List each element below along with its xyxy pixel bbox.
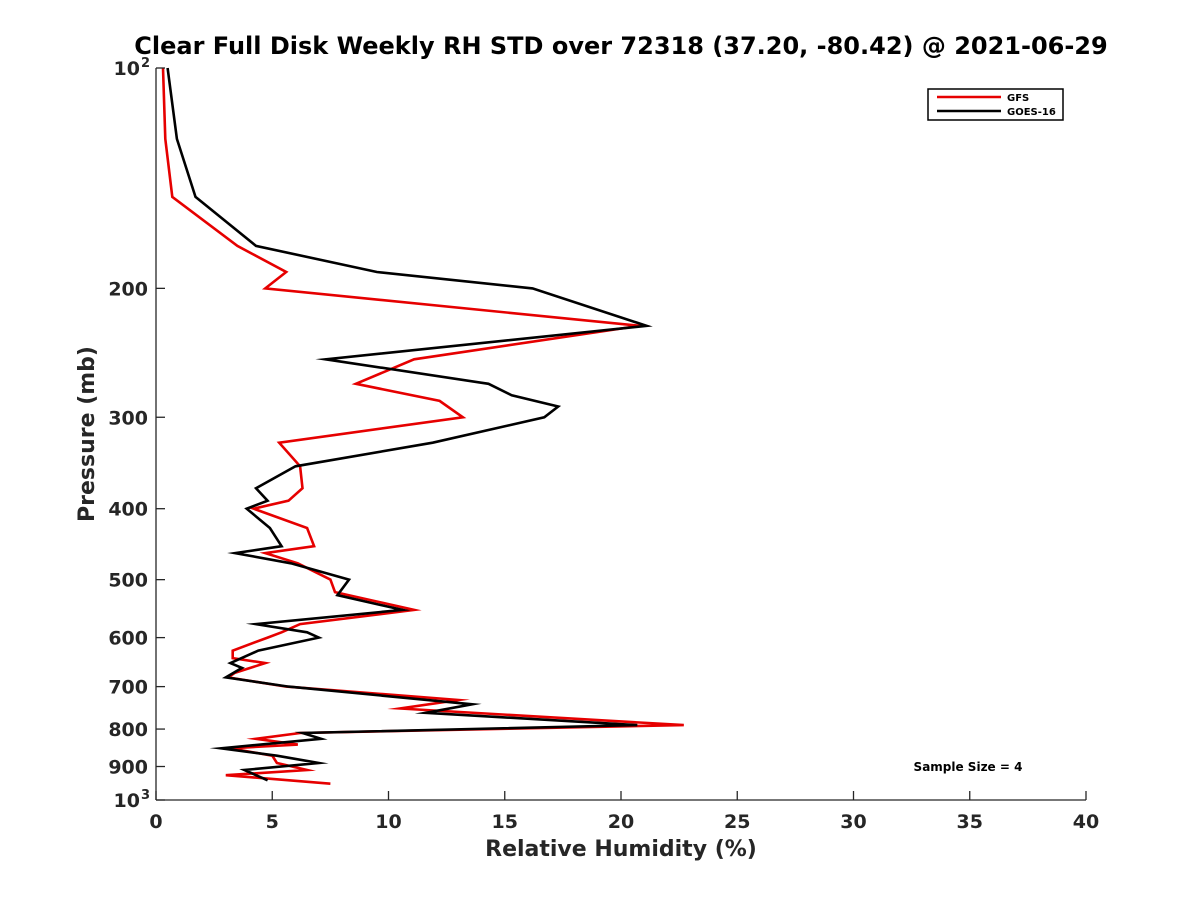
x-tick-label: 35: [957, 811, 983, 833]
y-tick-label: 500: [108, 570, 148, 592]
plot-area: 0 5 10 15 20 25 30 35 40 10 220030040050060070080…: [108, 56, 1099, 833]
y-tick-label: 10: [114, 790, 140, 812]
y-tick-exponent: 2: [141, 56, 150, 71]
y-tick-label: 200: [108, 278, 148, 300]
sample-size-annotation: Sample Size = 4: [914, 760, 1023, 774]
series-line-gfs: [161, 67, 684, 785]
legend: GFS GOES-16: [927, 88, 1064, 121]
legend-label-goes16: GOES-16: [1007, 107, 1056, 118]
x-tick-label: 30: [840, 811, 866, 833]
y-tick-label: 400: [108, 499, 148, 521]
x-tick-label: 5: [266, 811, 279, 833]
y-tick-label: 800: [108, 719, 148, 741]
x-tick-label: 20: [608, 811, 634, 833]
legend-box: [927, 88, 1064, 121]
y-tick-label: 600: [108, 628, 148, 650]
x-tick-label: 10: [375, 811, 401, 833]
chart-title: Clear Full Disk Weekly RH STD over 72318…: [134, 32, 1107, 60]
y-tick-label: 900: [108, 757, 148, 779]
plot-background: [156, 68, 1086, 800]
x-ticks: 0 5 10 15 20 25 30 35 40: [149, 791, 1099, 833]
x-tick-label: 25: [724, 811, 750, 833]
legend-label-gfs: GFS: [1007, 93, 1029, 104]
series-line-goes-16: [166, 67, 653, 782]
y-tick-exponent: 3: [141, 788, 150, 803]
x-axis-label: Relative Humidity (%): [485, 837, 757, 862]
x-tick-label: 15: [492, 811, 518, 833]
y-tick-label: 700: [108, 677, 148, 699]
y-tick-label: 10: [114, 58, 140, 80]
series-layer: [161, 67, 684, 785]
y-axis-label: Pressure (mb): [75, 346, 100, 522]
x-tick-label: 40: [1073, 811, 1099, 833]
x-tick-label: 0: [149, 811, 162, 833]
y-tick-label: 300: [108, 407, 148, 429]
